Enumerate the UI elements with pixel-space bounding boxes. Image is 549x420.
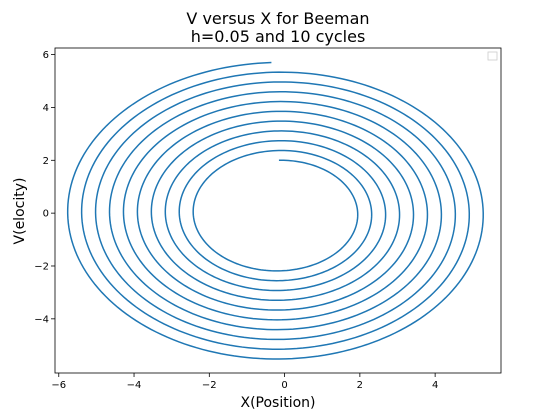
- chart-title-line1: V versus X for Beeman: [186, 9, 369, 28]
- y-tick-label: −4: [34, 314, 49, 325]
- plot-frame: [54, 47, 502, 374]
- x-axis-label: X(Position): [240, 395, 315, 411]
- y-tick-label: 2: [43, 156, 49, 167]
- series-line: [66, 61, 484, 360]
- x-tick-label: 2: [357, 380, 363, 391]
- x-tick-label: −4: [127, 380, 142, 391]
- legend-box: [487, 51, 498, 61]
- y-tick-label: 6: [43, 50, 49, 61]
- y-axis-label: V(elocity): [12, 178, 28, 245]
- x-tick-label: 4: [432, 380, 438, 391]
- y-tick-label: 4: [43, 103, 49, 114]
- y-tick-label: 0: [43, 209, 49, 220]
- x-tick-label: −6: [51, 380, 66, 391]
- x-tick-label: 0: [281, 380, 287, 391]
- chart-title-line2: h=0.05 and 10 cycles: [191, 27, 366, 46]
- x-tick-label: −2: [202, 380, 217, 391]
- tick-layer: −6 −4 −2 0 2 4 −4 −2 0 2 4 6: [34, 50, 438, 391]
- y-tick-label: −2: [34, 261, 49, 272]
- plot-area: −6 −4 −2 0 2 4 −4 −2 0 2 4 6: [34, 47, 502, 391]
